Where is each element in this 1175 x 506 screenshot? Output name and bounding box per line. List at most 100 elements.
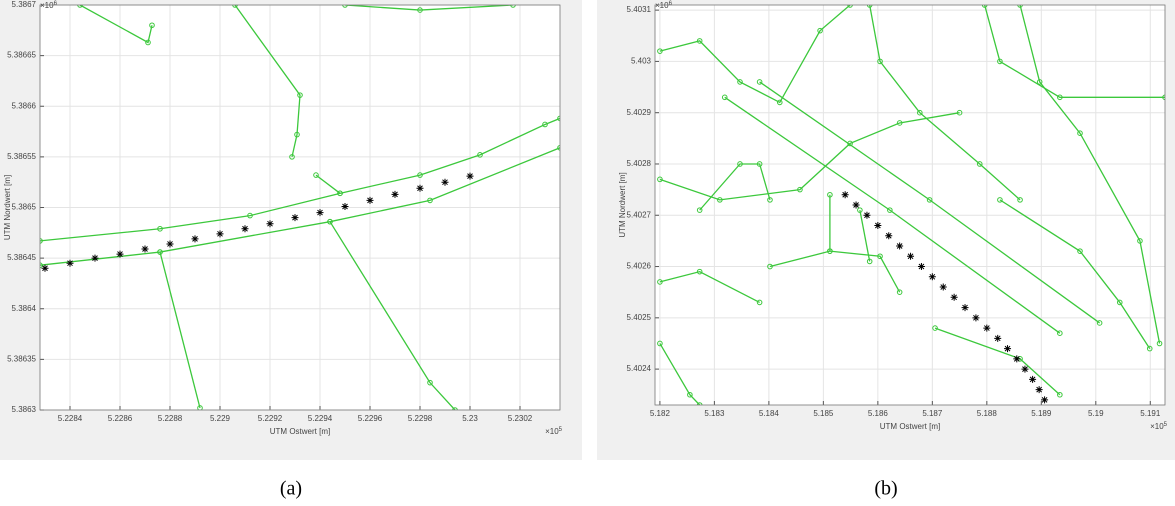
axes-box [39, 4, 561, 411]
road-line [315, 174, 341, 194]
trajectory-point [841, 191, 849, 199]
x-tick-label: 5.191 [1140, 409, 1161, 418]
node-marker [1017, 197, 1023, 203]
trajectory-point [316, 209, 324, 217]
road-line [40, 117, 560, 242]
node-marker [232, 5, 238, 8]
caption: (b) [874, 478, 897, 500]
trajectory-point [216, 230, 224, 238]
node-marker [1116, 299, 1123, 306]
trajectory-point [341, 202, 349, 210]
x-tick-label: 5.187 [922, 409, 943, 418]
plot-area [655, 5, 1165, 405]
plot-content [40, 5, 560, 410]
node-marker [1096, 320, 1103, 326]
trajectory-point [863, 211, 871, 219]
y-tick-label: 5.4029 [627, 108, 652, 117]
node-marker [510, 5, 516, 8]
node-marker [327, 218, 333, 225]
trajectory-point [116, 250, 124, 258]
node-marker [657, 279, 663, 285]
trajectory-point [1021, 365, 1029, 373]
node-marker [542, 121, 548, 128]
trajectory-point [141, 245, 149, 253]
node-marker [77, 5, 83, 8]
node-marker [427, 379, 433, 386]
node-marker [557, 144, 560, 151]
x-tick-label: 5.2296 [358, 414, 383, 423]
node-marker [427, 197, 433, 204]
multiplier-exponent: 5 [1164, 422, 1168, 428]
node-marker [1156, 340, 1163, 347]
trajectory-point [961, 304, 969, 312]
x-tick-label: 5.182 [650, 409, 671, 418]
y-tick-label: 5.4024 [627, 364, 652, 373]
x-axis-label: UTM Ostwert [m] [270, 427, 330, 436]
node-marker [956, 109, 963, 116]
node-marker [1057, 94, 1063, 101]
x-tick-label: 5.2288 [158, 414, 183, 423]
node-marker [157, 249, 163, 255]
trajectory-point [366, 196, 374, 204]
node-marker [721, 94, 728, 101]
x-axis-label: UTM Ostwert [m] [880, 422, 940, 431]
node-marker [896, 289, 903, 295]
node-marker [737, 161, 743, 167]
node-marker [932, 325, 938, 331]
node-marker [717, 197, 723, 203]
node-marker [157, 225, 163, 232]
node-marker [981, 5, 988, 8]
node-marker [997, 197, 1003, 203]
node-marker [247, 212, 253, 219]
node-marker [887, 207, 893, 213]
trajectory-point [91, 254, 99, 262]
node-marker [657, 176, 663, 183]
trajectory-point [907, 252, 915, 260]
node-marker [817, 27, 823, 34]
node-marker [289, 154, 295, 160]
road-line [859, 210, 871, 262]
node-marker [767, 197, 773, 203]
x-tick-label: 5.23 [462, 414, 478, 423]
y-tick-label: 5.3866 [12, 101, 37, 110]
node-marker [1036, 79, 1043, 85]
multiplier-exponent: 6 [669, 1, 673, 7]
trajectory-point [885, 232, 893, 240]
node-marker [696, 268, 703, 275]
trajectory-point [983, 324, 991, 332]
node-marker [827, 248, 833, 254]
trajectory-point [66, 259, 74, 267]
trajectory-point [1041, 396, 1049, 404]
node-marker [687, 391, 693, 398]
road-line [344, 5, 514, 11]
x-multiplier: ×105 [545, 427, 563, 437]
trajectory-point [166, 240, 174, 248]
multiplier-exponent: 6 [54, 1, 58, 7]
y-tick-label: 5.38635 [7, 354, 36, 363]
trajectory-point [950, 293, 958, 301]
node-marker [847, 140, 853, 147]
trajectory-point [191, 235, 199, 243]
y-tick-label: 5.3863 [12, 405, 37, 414]
trajectory-point [874, 222, 882, 230]
trajectory-point [917, 263, 925, 271]
trajectory-point [1029, 375, 1037, 383]
road-line [699, 163, 771, 211]
y-tick-label: 5.38645 [7, 253, 36, 262]
node-marker [896, 120, 903, 126]
node-marker [1077, 248, 1083, 254]
x-tick-label: 5.229 [210, 414, 231, 423]
road-line [769, 250, 901, 293]
trajectory-point [972, 314, 980, 322]
node-marker [145, 39, 151, 46]
trajectory-point [41, 264, 49, 272]
road-line [724, 96, 1061, 334]
trajectory-point [241, 225, 249, 233]
x-tick-label: 5.2284 [58, 414, 83, 423]
node-marker [657, 340, 663, 347]
x-tick-label: 5.184 [759, 409, 780, 418]
x-tick-label: 5.2298 [408, 414, 433, 423]
trajectory-point [1004, 345, 1012, 353]
node-marker [976, 161, 983, 167]
road-line [1019, 5, 1161, 344]
